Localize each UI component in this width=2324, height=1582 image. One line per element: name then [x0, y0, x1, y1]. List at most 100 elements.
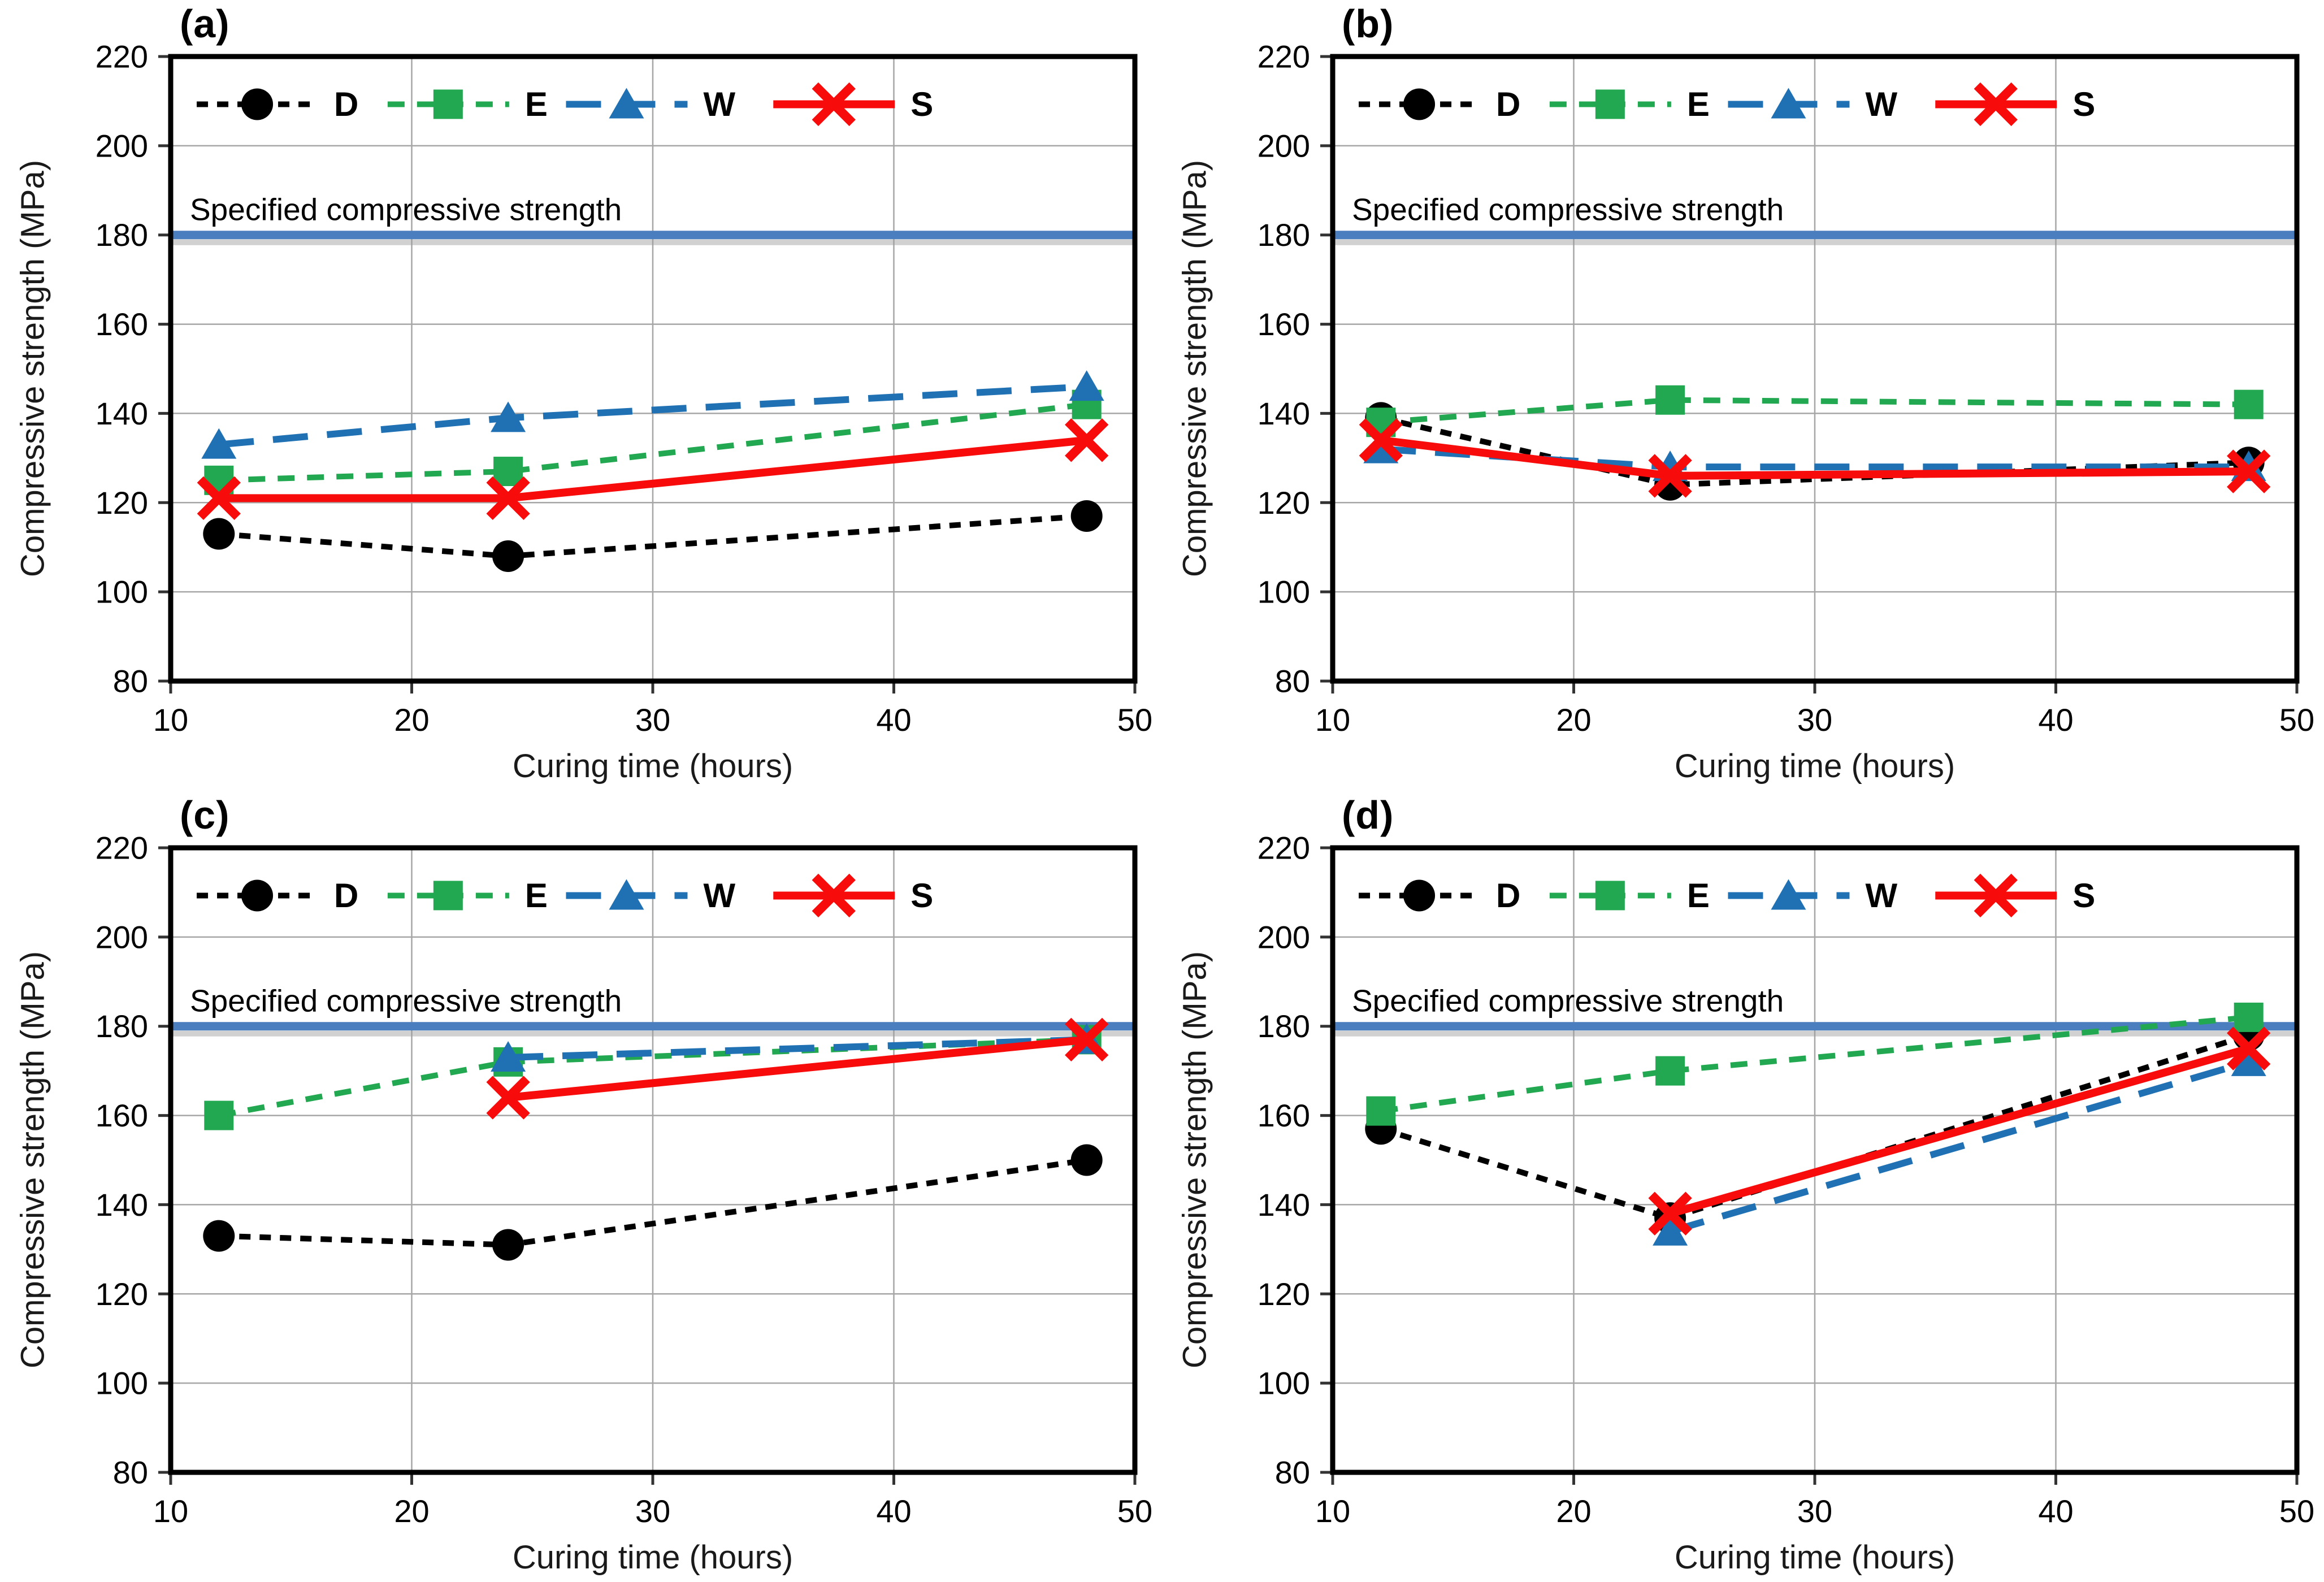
y-tick-label: 100: [1258, 1366, 1310, 1401]
legend-item-E: E: [387, 877, 548, 914]
x-tick-label: 10: [153, 1493, 188, 1529]
marker-W: [1363, 432, 1399, 463]
marker-W: [1069, 370, 1104, 401]
legend-marker-W: [1771, 88, 1806, 119]
reference-line-label: Specified compressive strength: [1352, 192, 1784, 227]
marker-E: [2234, 389, 2264, 419]
series-markers-W: [201, 370, 1104, 459]
legend-marker-S: [812, 873, 856, 918]
series-markers-D: [203, 500, 1103, 572]
x-tick-label: 20: [394, 702, 429, 738]
marker-E: [493, 457, 523, 487]
x-tick-label: 50: [2279, 1493, 2314, 1529]
chart-background: [1162, 0, 2324, 791]
legend-item-D: D: [197, 85, 358, 123]
tick-labels: 10 20 30 40 50 80 100 120 140 160 180 200 220: [1258, 830, 2315, 1529]
legend-marker-W: [609, 879, 644, 910]
plot-border: [168, 54, 1138, 684]
marker-S: [2227, 1026, 2271, 1070]
legend-item-W: W: [566, 877, 735, 914]
series-line-W: [1669, 1059, 2250, 1235]
marker-S: [1065, 418, 1109, 462]
marker-W: [2231, 1045, 2266, 1076]
x-tick-label: 50: [2279, 702, 2314, 738]
y-tick-label: 100: [96, 1366, 148, 1401]
series-markers-S: [1648, 1026, 2271, 1236]
x-tick-label: 40: [2038, 702, 2073, 738]
y-tick-label: 80: [113, 1455, 148, 1490]
y-tick-label: 80: [1275, 1455, 1310, 1490]
marker-S: [486, 1076, 530, 1120]
chart-panel-d: 10 20 30 40 50 80 100 120 140 160 180 200 220 Specifi…: [1162, 791, 2324, 1582]
x-tick-label: 10: [1315, 702, 1350, 738]
chart-background: [0, 0, 1162, 791]
x-tick-label: 10: [1315, 1493, 1350, 1529]
y-tick-label: 200: [1258, 128, 1310, 163]
marker-S: [2227, 449, 2271, 493]
plot-border: [1330, 845, 2300, 1475]
panel-label: (d): [1342, 793, 1394, 837]
marker-S: [1065, 1017, 1109, 1062]
y-axis-title: Compressive strength (MPa): [1176, 951, 1213, 1369]
y-tick-label: 120: [96, 485, 148, 521]
x-tick-label: 20: [1556, 1493, 1591, 1529]
legend-marker-E: [433, 89, 463, 119]
legend-marker-D: [241, 88, 274, 120]
tick-labels: 10 20 30 40 50 80 100 120 140 160 180 200 220: [96, 830, 1153, 1529]
marker-S: [486, 476, 530, 521]
legend-marker-D: [241, 879, 274, 912]
series-line-E: [1380, 397, 2249, 426]
y-tick-label: 180: [96, 217, 148, 253]
y-tick-label: 200: [1258, 919, 1310, 955]
y-tick-label: 140: [1258, 396, 1310, 431]
legend-marker-E: [433, 881, 463, 911]
y-tick-label: 140: [1258, 1187, 1310, 1223]
x-tick-label: 20: [1556, 702, 1591, 738]
chart-panel-b: 10 20 30 40 50 80 100 120 140 160 180 200 220 Specifi…: [1162, 0, 2324, 791]
series-markers-W: [1653, 1045, 2266, 1246]
plot-border: [1330, 54, 2300, 684]
tick-labels: 10 20 30 40 50 80 100 120 140 160 180 200 220: [96, 39, 1153, 738]
chart-d-canvas: 10 20 30 40 50 80 100 120 140 160 180 200 220 Specifi…: [1162, 791, 2324, 1582]
legend-label-E: E: [1687, 877, 1710, 914]
x-axis-title: Curing time (hours): [1674, 748, 1956, 785]
marker-S: [1648, 454, 1692, 498]
marker-E: [1655, 385, 1685, 415]
legend-marker-W: [1771, 879, 1806, 910]
chart-panel-a: 10 20 30 40 50 80 100 120 140 160 180 200 220 Specifi…: [0, 0, 1162, 791]
legend-marker-E: [1595, 881, 1625, 911]
legend-marker-S: [812, 82, 856, 127]
y-tick-label: 180: [1258, 1008, 1310, 1044]
panel-label: (a): [180, 2, 230, 46]
legend-label-S: S: [910, 877, 933, 914]
series-line-S: [1669, 1044, 2250, 1217]
legend-label-S: S: [2072, 877, 2095, 914]
legend-item-E: E: [1549, 85, 1710, 123]
series-markers-S: [486, 1017, 1109, 1120]
x-tick-label: 40: [876, 1493, 911, 1529]
y-tick-label: 120: [1258, 1276, 1310, 1312]
chart-background: [1162, 791, 2324, 1582]
y-tick-label: 200: [96, 919, 148, 955]
plot-border: [168, 845, 1138, 1475]
y-tick-label: 120: [96, 1276, 148, 1312]
legend-label-E: E: [525, 877, 548, 914]
y-tick-label: 220: [96, 830, 148, 866]
y-tick-label: 140: [96, 1187, 148, 1223]
reference-line-label: Specified compressive strength: [1352, 983, 1784, 1018]
series-line-E: [219, 401, 1087, 483]
legend-item-S: S: [1935, 873, 2095, 918]
legend-label-E: E: [1687, 85, 1710, 123]
gridlines: [1333, 848, 2297, 1472]
y-tick-label: 180: [96, 1008, 148, 1044]
legend-marker-D: [1403, 88, 1436, 120]
legend-marker-S: [1974, 873, 2018, 918]
legend-marker-E: [1595, 89, 1625, 119]
legend-item-W: W: [1728, 85, 1897, 123]
y-tick-label: 220: [1258, 39, 1310, 75]
